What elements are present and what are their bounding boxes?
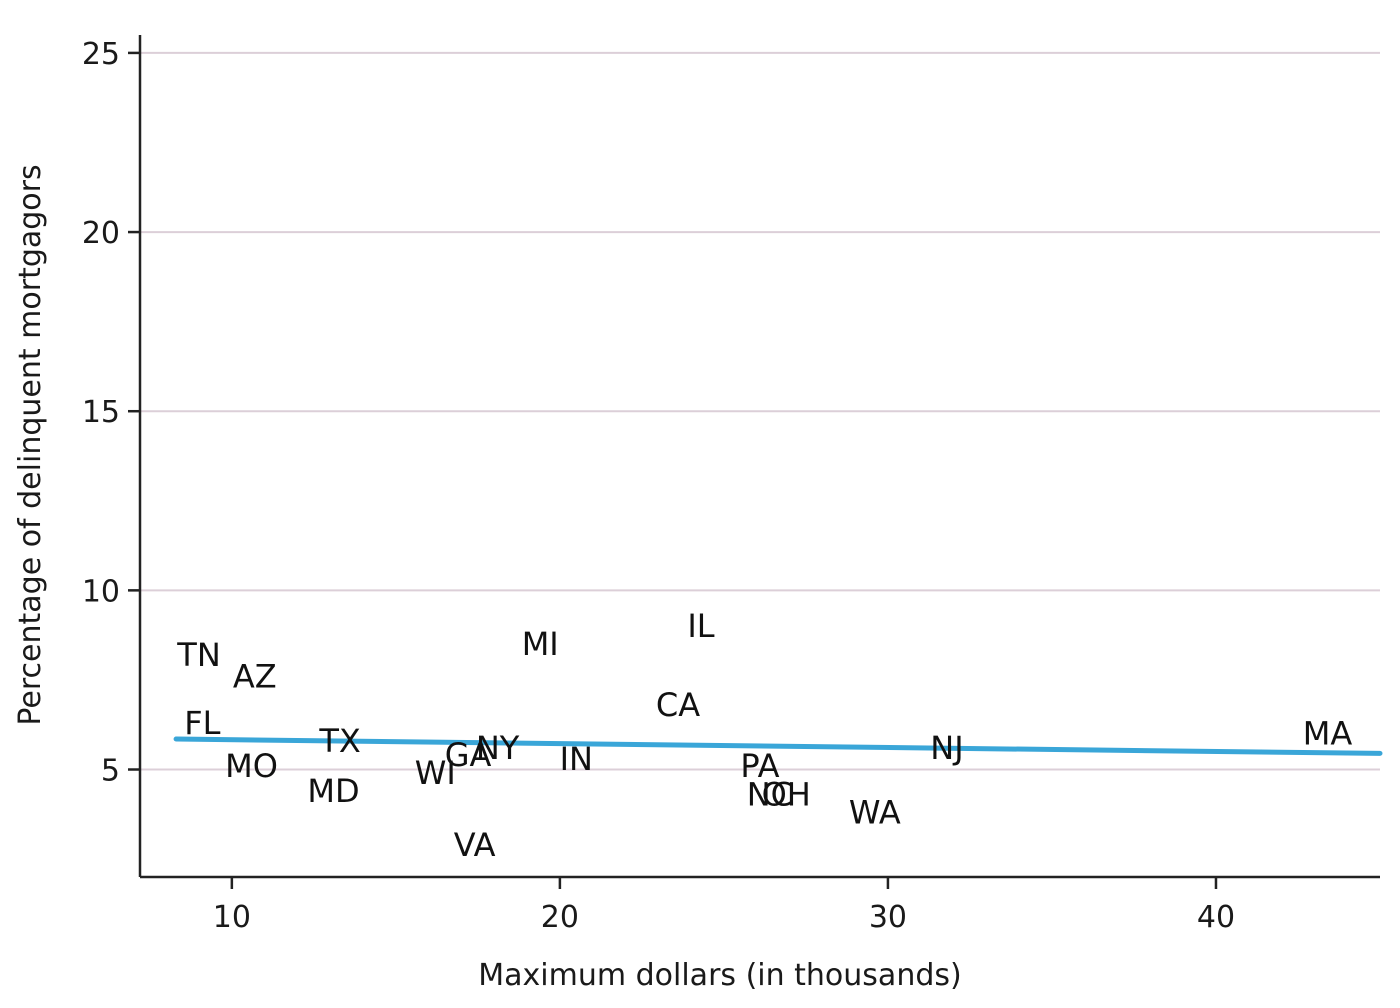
x-tick-label: 40	[1197, 900, 1235, 935]
point-label-va: VA	[454, 826, 496, 864]
point-label-wa: WA	[849, 794, 901, 832]
fit-line	[173, 736, 1383, 756]
point-label-il: IL	[687, 607, 714, 645]
y-tick-label: 25	[82, 37, 120, 72]
point-label-nc: NC	[747, 776, 793, 814]
point-label-tx: TX	[318, 722, 360, 760]
y-axis-label: Percentage of delinquent mortgagors	[13, 164, 48, 725]
y-tick-label: 5	[101, 754, 120, 789]
gridlines	[140, 51, 1380, 771]
axes: 5 10 15 20 25 10 20 30 40	[82, 35, 1380, 935]
point-label-md: MD	[307, 772, 359, 810]
x-axis-label: Maximum dollars (in thousands)	[478, 958, 961, 993]
point-label-in: IN	[560, 740, 593, 778]
point-label-mo: MO	[225, 747, 278, 785]
point-label-tn: TN	[176, 636, 220, 674]
point-label-wi: WI	[415, 754, 456, 792]
point-label-ny: NY	[476, 729, 520, 767]
point-label-az: AZ	[233, 657, 277, 695]
y-tick-label: 10	[82, 574, 120, 609]
x-tick-label: 30	[869, 900, 907, 935]
y-tick-label: 15	[82, 395, 120, 430]
point-label-oh: OH	[762, 776, 811, 814]
point-label-pa: PA	[740, 747, 779, 785]
fit-line-group	[173, 736, 1383, 756]
point-label-ma: MA	[1303, 715, 1353, 753]
point-label-ca: CA	[656, 686, 700, 724]
y-tick-label: 20	[82, 216, 120, 251]
point-label-mi: MI	[522, 625, 559, 663]
point-label-nj: NJ	[930, 729, 963, 767]
point-label-fl: FL	[184, 704, 220, 742]
point-label-ga: GA	[445, 736, 492, 774]
x-tick-label: 10	[213, 900, 251, 935]
x-tick-label: 20	[541, 900, 579, 935]
